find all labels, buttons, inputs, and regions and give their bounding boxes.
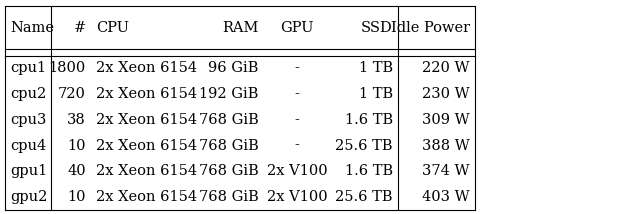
Text: 40: 40: [67, 164, 86, 178]
Text: 768 GiB: 768 GiB: [199, 138, 259, 153]
Text: 1 TB: 1 TB: [359, 87, 393, 101]
Text: 1800: 1800: [49, 61, 86, 76]
Text: CPU: CPU: [96, 21, 129, 35]
Text: SSD: SSD: [361, 21, 393, 35]
Text: 309 W: 309 W: [422, 113, 470, 127]
Text: 2x Xeon 6154: 2x Xeon 6154: [96, 164, 197, 178]
Text: 2x V100: 2x V100: [267, 164, 328, 178]
Text: 768 GiB: 768 GiB: [199, 164, 259, 178]
Text: 192 GiB: 192 GiB: [199, 87, 259, 101]
Text: Name: Name: [10, 21, 54, 35]
Text: 220 W: 220 W: [422, 61, 470, 76]
Text: 2x Xeon 6154: 2x Xeon 6154: [96, 190, 197, 204]
Text: 96 GiB: 96 GiB: [208, 61, 259, 76]
Text: -: -: [295, 87, 300, 101]
Text: #: #: [74, 21, 86, 35]
Text: cpu4: cpu4: [10, 138, 47, 153]
Text: cpu1: cpu1: [10, 61, 46, 76]
Text: RAM: RAM: [222, 21, 259, 35]
Text: GPU: GPU: [280, 21, 314, 35]
Text: cpu3: cpu3: [10, 113, 47, 127]
Text: 768 GiB: 768 GiB: [199, 190, 259, 204]
Text: Idle Power: Idle Power: [390, 21, 470, 35]
Text: -: -: [295, 61, 300, 76]
Text: 2x Xeon 6154: 2x Xeon 6154: [96, 138, 197, 153]
Text: 403 W: 403 W: [422, 190, 470, 204]
Text: 1 TB: 1 TB: [359, 61, 393, 76]
Text: 2x V100: 2x V100: [267, 190, 328, 204]
Text: 388 W: 388 W: [422, 138, 470, 153]
Text: cpu2: cpu2: [10, 87, 47, 101]
Text: -: -: [295, 138, 300, 153]
Text: 768 GiB: 768 GiB: [199, 113, 259, 127]
Text: 2x Xeon 6154: 2x Xeon 6154: [96, 113, 197, 127]
Text: 720: 720: [58, 87, 86, 101]
Text: 25.6 TB: 25.6 TB: [335, 190, 393, 204]
Text: 10: 10: [67, 138, 86, 153]
Text: 38: 38: [67, 113, 86, 127]
Text: 230 W: 230 W: [422, 87, 470, 101]
Text: 25.6 TB: 25.6 TB: [335, 138, 393, 153]
Text: 1.6 TB: 1.6 TB: [345, 164, 393, 178]
Text: 2x Xeon 6154: 2x Xeon 6154: [96, 61, 197, 76]
Text: 2x Xeon 6154: 2x Xeon 6154: [96, 87, 197, 101]
Text: 374 W: 374 W: [422, 164, 470, 178]
Text: 1.6 TB: 1.6 TB: [345, 113, 393, 127]
Text: -: -: [295, 113, 300, 127]
Text: 10: 10: [67, 190, 86, 204]
Text: gpu1: gpu1: [10, 164, 47, 178]
Text: gpu2: gpu2: [10, 190, 47, 204]
